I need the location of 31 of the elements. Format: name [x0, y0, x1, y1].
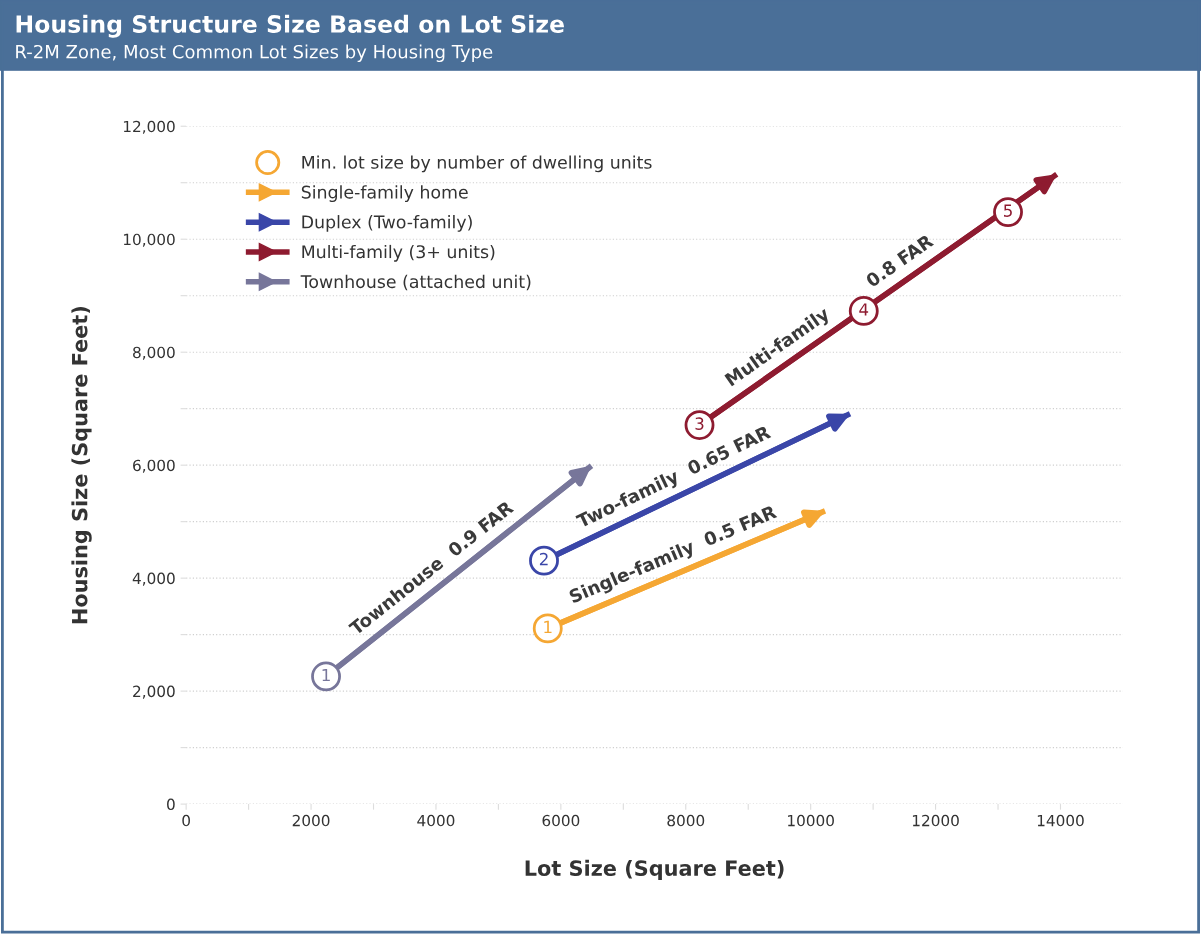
annotation: 1: [544, 620, 552, 634]
y-tick-label: 0: [167, 798, 175, 811]
chart-subtitle: R-2M Zone, Most Common Lot Sizes by Housing Type: [16, 44, 493, 63]
legend-label: Townhouse (attached unit): [300, 274, 531, 291]
x-tick-label: 0: [182, 814, 190, 827]
x-tick-label: 8000: [667, 814, 705, 827]
x-tick-label: 12000: [912, 814, 959, 827]
chart-title: Housing Structure Size Based on Lot Size: [16, 14, 564, 38]
annotation: 5: [1004, 204, 1012, 217]
y-tick-label: 6,000: [133, 459, 175, 473]
y-tick-label: 8,000: [133, 346, 175, 360]
y-tick-label: 2,000: [133, 685, 175, 699]
x-axis-title: Lot Size (Square Feet): [525, 859, 784, 881]
legend-label: Min. lot size by number of dwelling units: [302, 155, 652, 173]
y-tick-label: 12,000: [123, 120, 175, 134]
x-tick-label: 14000: [1037, 814, 1084, 827]
x-tick-label: 2000: [292, 814, 330, 827]
annotation: 3: [695, 417, 704, 430]
legend-label: Duplex (Two-family): [302, 215, 472, 232]
legend-label: Multi-family (3+ units): [302, 244, 495, 262]
x-tick-label: 6000: [542, 814, 580, 827]
y-axis-title: Housing Size (Square Feet): [71, 307, 92, 624]
annotation: 2: [539, 552, 548, 566]
annotation: 4: [859, 303, 869, 316]
annotation: 1: [322, 668, 330, 682]
x-tick-label: 4000: [417, 814, 455, 827]
x-tick-label: 10000: [788, 814, 834, 827]
y-tick-label: 10,000: [123, 233, 175, 247]
y-tick-label: 4,000: [132, 572, 175, 586]
legend-label: Single-family home: [301, 185, 468, 203]
annotation: 0.8 FAR: [864, 233, 935, 288]
